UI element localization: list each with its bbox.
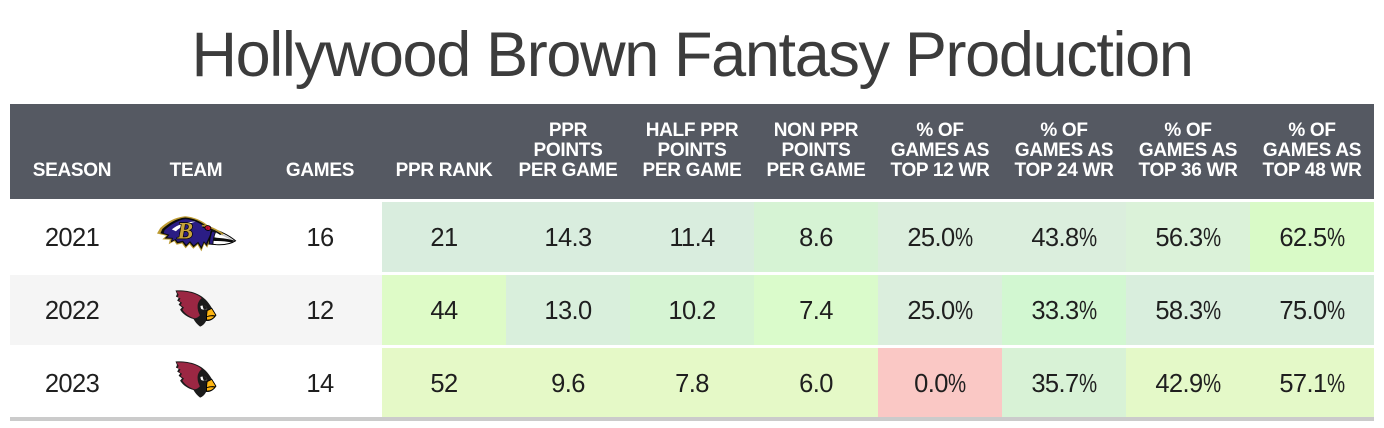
svg-text:B: B <box>176 218 192 244</box>
